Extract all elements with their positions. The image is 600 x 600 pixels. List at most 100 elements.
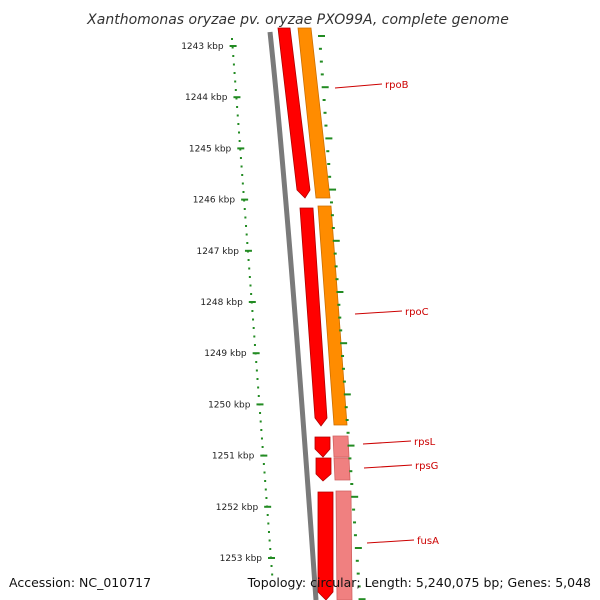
gene-rpoB-orange[interactable]: [297, 27, 331, 199]
gene-rpsL-pink[interactable]: [332, 435, 350, 458]
gene-rpoB-red[interactable]: [277, 27, 311, 199]
ruler-minor-tick: [236, 114, 239, 117]
ruler-minor-tick: [241, 182, 244, 185]
outer-minor-tick: [330, 214, 334, 217]
ruler-minor-tick: [238, 131, 241, 134]
gene-label-rpsL[interactable]: rpsL: [414, 437, 436, 448]
ruler-minor-tick: [238, 140, 241, 142]
ruler-minor-tick: [234, 89, 237, 91]
ruler-minor-tick: [257, 395, 260, 397]
outer-minor-tick: [324, 124, 328, 127]
ruler-minor-tick: [261, 446, 264, 448]
outer-ruler-ticks: [318, 35, 366, 600]
outer-major-tick: [329, 188, 337, 191]
outer-minor-tick: [349, 470, 353, 473]
gene-rpsG-red[interactable]: [315, 457, 332, 482]
gene-fusA-pink[interactable]: [335, 490, 353, 600]
gene-rpsL-red[interactable]: [314, 436, 331, 458]
gene-label-rpsG[interactable]: rpsG: [415, 461, 438, 472]
ruler-minor-tick: [264, 480, 267, 482]
backbone: [267, 31, 319, 600]
ruler-minor-tick: [232, 55, 235, 57]
outer-minor-tick: [337, 303, 341, 306]
ruler-minor-tick: [243, 208, 246, 210]
ruler-minor-tick: [257, 386, 260, 389]
outer-major-tick: [336, 291, 344, 293]
gene-leader-line: [362, 440, 412, 445]
outer-major-tick: [340, 342, 348, 345]
outer-minor-tick: [327, 163, 331, 165]
ruler-minor-tick: [260, 429, 263, 431]
ruler-minor-tick: [250, 301, 253, 304]
ruler-tick-label: 1247 kbp: [197, 247, 240, 257]
outer-minor-tick: [355, 559, 359, 562]
outer-minor-tick: [328, 175, 332, 178]
outer-minor-tick: [335, 278, 339, 281]
genome-summary-text: Topology: circular; Length: 5,240,075 bp…: [247, 575, 591, 590]
ruler-minor-tick: [247, 259, 250, 261]
outer-major-tick: [321, 86, 329, 89]
gene-leader-line: [363, 464, 413, 469]
ruler-minor-tick: [242, 191, 245, 193]
outer-minor-tick: [331, 227, 335, 229]
ruler-tick-label: 1253 kbp: [220, 554, 263, 564]
outer-major-tick: [325, 137, 333, 140]
gene-label-rpoC[interactable]: rpoC: [405, 307, 429, 318]
ruler-minor-tick: [241, 174, 244, 176]
outer-major-tick: [351, 495, 359, 498]
gene-features: [277, 27, 353, 600]
gene-rpsG-pink[interactable]: [333, 457, 351, 481]
ruler-minor-tick: [240, 165, 243, 168]
gene-label-rpoB[interactable]: rpoB: [385, 80, 409, 91]
ruler-minor-tick: [264, 488, 267, 491]
ruler-minor-tick: [258, 403, 261, 406]
ruler-minor-tick: [269, 548, 272, 550]
ruler-minor-tick: [249, 284, 252, 287]
outer-minor-tick: [352, 508, 356, 511]
ruler-minor-tick: [259, 420, 262, 423]
outer-major-tick: [358, 598, 366, 600]
accession-text: Accession: NC_010717: [9, 575, 151, 590]
outer-minor-tick: [323, 111, 327, 114]
ruler-minor-tick: [248, 276, 251, 278]
gene-rpoC-red[interactable]: [299, 207, 328, 427]
outer-major-tick: [343, 393, 351, 396]
gene-fusA-red[interactable]: [317, 491, 334, 600]
ruler-tick-label: 1248 kbp: [200, 298, 243, 308]
ruler-minor-tick: [265, 497, 268, 499]
ruler-minor-tick: [266, 505, 269, 508]
ruler-minor-tick: [267, 531, 270, 533]
ruler-minor-tick: [234, 80, 237, 83]
gene-labels: rpoB rpoC rpsL rpsG fusA: [334, 80, 439, 547]
ruler-minor-tick: [252, 318, 255, 321]
gene-label-fusA[interactable]: fusA: [417, 536, 439, 547]
ruler-minor-tick: [244, 216, 247, 219]
ruler-minor-tick: [236, 106, 239, 108]
ruler-minor-tick: [263, 471, 266, 474]
outer-minor-tick: [341, 355, 345, 357]
ruler-minor-tick: [245, 233, 248, 236]
ruler-minor-tick: [256, 378, 259, 380]
outer-minor-tick: [348, 457, 352, 460]
kbp-ruler: 1243 kbp 1244 kbp 1245 kbp 1246 kbp 1247 kbp…: [181, 38, 275, 576]
gene-leader-line: [354, 310, 403, 315]
gene-rpoC-orange[interactable]: [317, 205, 348, 426]
outer-minor-tick: [356, 572, 360, 575]
ruler-minor-tick: [232, 63, 235, 66]
ruler-minor-tick: [269, 556, 272, 559]
outer-minor-tick: [357, 585, 361, 588]
outer-minor-tick: [353, 521, 357, 524]
ruler-minor-tick: [239, 157, 242, 159]
ruler-minor-tick: [259, 412, 262, 414]
ruler-tick-label: 1249 kbp: [204, 349, 247, 359]
ruler-minor-tick: [235, 97, 238, 100]
ruler-minor-tick: [262, 454, 265, 457]
map-title: Xanthomonas oryzae pv. oryzae PXO99A, co…: [86, 12, 509, 28]
ruler-minor-tick: [266, 514, 269, 516]
ruler-minor-tick: [251, 310, 254, 312]
ruler-minor-tick: [268, 539, 271, 542]
outer-minor-tick: [329, 201, 333, 204]
outer-minor-tick: [333, 252, 337, 255]
ruler-tick-label: 1243 kbp: [181, 42, 224, 52]
